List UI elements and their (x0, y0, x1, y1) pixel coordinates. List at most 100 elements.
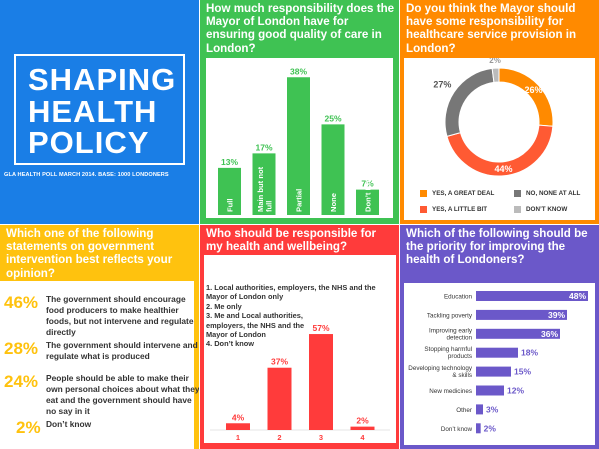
bar-category-label: Main but notfull (256, 166, 273, 212)
legend-swatch (514, 206, 521, 213)
hbar-7 (476, 404, 483, 415)
legend-item-3: 3. Me and Local authorities, employers, … (206, 311, 305, 340)
hbar-value-label: 48% (569, 291, 586, 301)
legend-swatch (420, 190, 427, 197)
hbar-value-label: 12% (507, 386, 524, 396)
statement-text: Don’t know (46, 419, 92, 429)
donut-slice-1 (498, 67, 554, 127)
hbar-value-label: 36% (541, 329, 558, 339)
hbar-category-label: Don’t know (441, 426, 473, 433)
wellbeing-chart-area: 1. Local authorities, employers, the NHS… (204, 255, 396, 443)
hbar-category-label: Education (444, 294, 473, 301)
hbar-6 (476, 385, 504, 396)
legend-item-4: 4. Don’t know (206, 339, 255, 349)
bar-value-label: 7% (361, 179, 374, 189)
statement-text: People should be able to make their own … (46, 373, 199, 416)
wellbeing-responsibility-chart: 4% 1 37% 2 57% 3 2% 4 (210, 323, 390, 442)
bar-2 (252, 153, 276, 215)
hbar-category-line: & skills (452, 372, 472, 379)
legend-label: DON’T KNOW (526, 206, 568, 213)
statement-percent: 46% (4, 293, 39, 312)
bar-category-label: 3 (319, 433, 323, 442)
bar-2 (267, 367, 292, 430)
hbar-category-line: detection (446, 334, 472, 341)
bar-3 (309, 334, 333, 430)
bar-value-label: 38% (290, 66, 307, 76)
hbar-4 (476, 347, 518, 358)
hbar-category-line: Developing technology (408, 365, 473, 372)
hbar-value-label: 39% (548, 310, 565, 320)
hbar-value-label: 15% (514, 367, 531, 377)
bar-category-label: Don’t Know (364, 170, 373, 212)
donut-value-label: 26% (525, 85, 543, 95)
bar-value-label: 4% (232, 412, 245, 422)
hbar-category-label: Stopping harmful products (424, 346, 472, 360)
bar-category-label: Partial (295, 189, 304, 212)
bar-1 (218, 167, 241, 215)
care-chart-area: 13% Full 17% Main but notfull 38% Partial 25% N… (206, 58, 393, 218)
government-intervention-panel: Which one of the following statements on… (0, 225, 199, 449)
donut-chart-area: 26% 44% 27% 2% YES, A GREAT DEAL NO, NONE A… (404, 56, 595, 220)
bar-category-label: Full (226, 199, 235, 213)
donut-slice-4 (491, 67, 500, 83)
legend-item-2: 2. Me only (206, 301, 242, 311)
donut-value-label: 44% (494, 164, 512, 174)
title-line-3: POLICY (28, 125, 150, 160)
legend-swatch (420, 206, 427, 213)
title-line-1: SHAPING (28, 62, 177, 97)
legend-label: YES, A LITTLE BIT (432, 206, 488, 213)
bar-value-label: 13% (221, 157, 238, 167)
hbar-5 (476, 366, 511, 377)
bar-category-line: full (264, 201, 273, 212)
bar-category-line: None (329, 193, 338, 212)
donut-slice-3 (444, 67, 495, 138)
statement-text: The government should intervene and regu… (46, 340, 198, 361)
statement-percent: 2% (16, 418, 41, 437)
bar-1 (226, 423, 250, 430)
statement-percent: 28% (4, 339, 39, 358)
care-responsibility-panel: How much responsibility does the Mayor o… (200, 0, 399, 224)
statements-area: 46% The government should encourage food… (0, 281, 199, 449)
donut-value-label: 27% (433, 79, 451, 89)
bar-5 (356, 189, 379, 215)
hbar-8 (476, 423, 481, 434)
health-priority-panel: Which of the following should be the pri… (400, 225, 599, 449)
bar-4 (321, 124, 345, 215)
legend-label: YES, A GREAT DEAL (432, 190, 495, 197)
wellbeing-legend: 1. Local authorities, employers, the NHS… (206, 283, 392, 349)
hbar-category-label: Other (456, 407, 472, 414)
hbar-3 (476, 328, 560, 339)
bar-value-label: 57% (312, 323, 329, 333)
hbar-category-line: Education (444, 294, 473, 301)
bar-category-line: Full (226, 199, 235, 213)
bar-category-line: Don’t Know (364, 170, 373, 212)
bar-category-label: 4 (360, 433, 365, 442)
healthcare-provision-donut: 26% 44% 27% 2% (433, 56, 554, 177)
hbar-category-line: Other (456, 407, 472, 414)
statement-percent: 24% (4, 372, 39, 391)
bar-value-label: 17% (255, 142, 272, 152)
legend-swatch (514, 190, 521, 197)
hbar-category-line: products (448, 353, 472, 360)
legend-great-deal: YES, A GREAT DEAL (420, 190, 494, 197)
hbar-1 (476, 291, 588, 301)
government-intervention-question: Which one of the following statements on… (6, 227, 173, 280)
poll-note: GLA HEALTH POLL MARCH 2014. BASE: 1000 L… (4, 172, 169, 178)
wellbeing-responsibility-question: Who should be responsible for my health … (206, 227, 377, 254)
bar-category-line: Partial (295, 189, 304, 212)
bar-category-label: None (329, 193, 338, 212)
bar-value-label: 25% (324, 113, 341, 123)
care-responsibility-chart: 13% Full 17% Main but notfull 38% Partial 25% N… (218, 66, 379, 215)
hbar-value-label: 3% (486, 404, 499, 414)
statement-text: The government should encourage food pro… (46, 294, 194, 337)
healthcare-provision-panel: Do you think the Mayor should have some … (400, 0, 599, 224)
hbar-category-label: New medicines (429, 388, 472, 395)
hbar-category-line: Tackling poverty (427, 312, 473, 319)
hbar-category-label: Improving early detection (429, 327, 473, 341)
health-priority-chart: 48% Education 39% Tackling poverty 36% Improv… (408, 291, 588, 434)
main-title: SHAPING HEALTH POLICY (28, 64, 176, 159)
legend-none-at-all: NO, NONE AT ALL (514, 190, 580, 197)
title-line-2: HEALTH (28, 93, 158, 129)
hbar-category-label: Developing technology & skills (408, 365, 473, 379)
